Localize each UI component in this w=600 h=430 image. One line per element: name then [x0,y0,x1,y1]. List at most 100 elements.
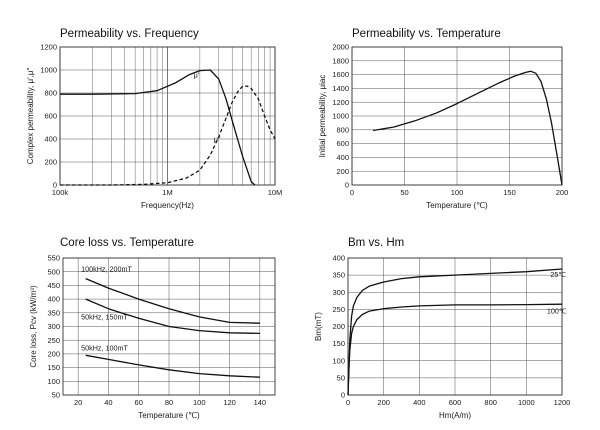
y-tick-label: 200 [44,158,57,167]
y-tick-labels: 50 100 150 200 250 300 350 400 450 500 550 [47,254,60,400]
y-tick-label: 400 [44,135,57,144]
x-tick-label: 100k [52,188,69,197]
x-tick-label: 1000 [518,398,535,407]
y-tick-label: 200 [336,167,349,176]
x-tick-label: 10M [268,188,283,197]
chart-title: Permeability vs. Frequency [60,28,199,40]
y-tick-labels: 0 50 100 150 200 250 300 350 400 [332,254,345,400]
x-tick-label: 120 [223,398,236,407]
series-line-1 [85,298,260,335]
y-tick-label: 1200 [40,43,57,52]
x-axis-label: Frequency(Hz) [141,201,194,210]
grid [347,257,563,396]
plot-frame [59,46,276,186]
series-label: 100kHz, 200mT [81,265,132,274]
y-tick-label: 50 [337,373,345,382]
series-line-1 [347,303,563,396]
series-line-2 [85,354,260,378]
y-tick-label: 200 [332,322,345,331]
y-tick-labels: 0 200 400 600 800 1000 1200 [40,43,57,190]
y-tick-label: 350 [332,271,345,280]
y-axis-label: Core loss, Pcv (kW/m³) [29,285,38,368]
y-tick-label: 300 [332,288,345,297]
x-tick-label: 140 [254,398,267,407]
y-tick-label: 350 [47,308,60,317]
x-tick-label: 100 [193,398,206,407]
y-tick-label: 250 [332,305,345,314]
series-label: 50kHz, 100mT [81,343,128,352]
y-tick-label: 600 [336,139,349,148]
y-tick-label: 1800 [332,56,349,65]
y-tick-label: 400 [332,254,345,263]
series-label: 100℃ [547,306,567,315]
plot-frame [351,46,563,186]
y-tick-label: 250 [47,336,60,345]
x-tick-label: 100 [451,188,464,197]
x-tick-label: 800 [484,398,497,407]
x-tick-label: 60 [135,398,143,407]
y-tick-label: 400 [336,153,349,162]
plot-frame [62,257,276,396]
chart-title: Bm vs. Hm [348,237,405,249]
grid [59,46,276,186]
y-tick-label: 150 [47,363,60,372]
y-tick-label: 800 [44,89,57,98]
y-tick-label: 150 [332,339,345,348]
y-tick-label: 200 [47,350,60,359]
y-tick-label: 450 [47,281,60,290]
x-tick-label: 0 [346,398,350,407]
x-tick-label: 80 [165,398,173,407]
y-tick-label: 1400 [332,84,349,93]
x-tick-label: 1M [162,188,172,197]
y-tick-label: 100 [332,356,345,365]
chart-title: Permeability vs. Temperature [352,28,501,40]
x-tick-label: 50 [400,188,408,197]
x-axis-label: Temperature (℃) [138,411,200,420]
y-tick-label: 1200 [332,98,349,107]
y-tick-label: 100 [47,377,60,386]
series-line-1 [60,85,276,186]
x-axis-label: Temperature (℃) [426,201,488,210]
y-tick-label: 1000 [332,112,349,121]
y-axis-label: Complex permeability, μ′,μ″ [26,68,35,165]
chart-title: Core loss vs. Temperature [60,237,195,249]
x-tick-label: 400 [413,398,426,407]
x-tick-label: 40 [104,398,112,407]
series-label: 25℃ [550,270,566,279]
y-tick-label: 0 [53,181,57,190]
y-axis-label: Bm(mT) [314,312,323,341]
series-line-0 [347,268,563,396]
series-line-0 [85,278,260,324]
x-tick-labels: 100k 1M 10M [52,188,282,197]
plot-frame [347,257,563,396]
y-tick-label: 50 [52,391,60,400]
y-tick-label: 550 [47,254,60,263]
y-tick-label: 400 [47,295,60,304]
x-tick-label: 20 [74,398,82,407]
series-line-0 [372,70,563,186]
y-tick-labels: 0 200 400 600 800 1000 1200 1400 1600 1800 2000 [332,43,349,190]
y-tick-label: 300 [47,322,60,331]
y-tick-label: 0 [345,181,349,190]
x-tick-label: 200 [556,188,569,197]
x-axis-label: Hm(A/m) [439,411,471,420]
series-label: 50kHz, 150mT [81,313,128,322]
x-tick-label: 0 [350,188,354,197]
y-tick-label: 0 [341,391,345,400]
y-axis-label: Initial permeability, μiac [318,75,327,158]
y-tick-label: 1600 [332,70,349,79]
x-tick-labels: 0 200 400 600 800 1000 1200 [346,398,570,407]
y-tick-label: 1000 [40,66,57,75]
series-line-0 [60,69,256,186]
x-tick-label: 600 [449,398,462,407]
x-tick-labels: 0 50 100 150 200 [350,188,568,197]
x-tick-label: 1200 [554,398,571,407]
x-tick-label: 200 [377,398,390,407]
x-tick-labels: 20 40 60 80 100 120 140 [74,398,266,407]
series-label-mu-prime: μ′ [194,70,200,79]
y-tick-label: 800 [336,125,349,134]
y-tick-label: 2000 [332,43,349,52]
